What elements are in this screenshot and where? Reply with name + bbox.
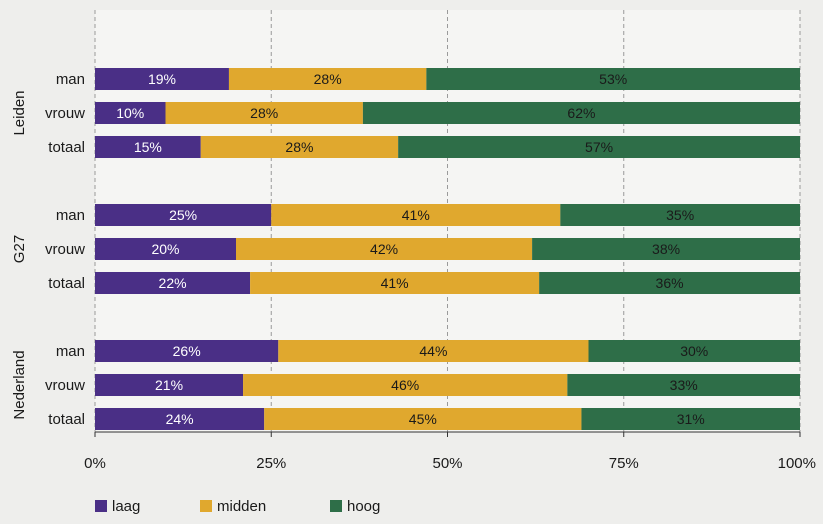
group-label: Leiden [11,90,28,135]
data-label: 19% [148,71,176,87]
bar-segment-midden [250,272,540,294]
bar-segment-midden [271,204,561,226]
legend-swatch-hoog [330,500,342,512]
data-label: 53% [599,71,627,87]
bar-segment-midden [165,102,363,124]
data-label: 42% [370,241,398,257]
bar-segment-midden [264,408,582,430]
data-label: 15% [134,139,162,155]
data-label: 35% [666,207,694,223]
legend-swatch-midden [200,500,212,512]
data-label: 62% [567,105,595,121]
legend-swatch-laag [95,500,107,512]
data-label: 57% [585,139,613,155]
data-label: 41% [381,275,409,291]
data-label: 44% [419,343,447,359]
row-label: man [56,207,85,224]
bar-segment-hoog [560,204,800,226]
row-label: man [56,71,85,88]
row-label: totaal [48,275,85,292]
data-label: 10% [116,105,144,121]
row-label: vrouw [45,377,85,394]
bar-segment-hoog [426,68,800,90]
data-label: 26% [173,343,201,359]
data-label: 21% [155,377,183,393]
data-label: 41% [402,207,430,223]
bar-segment-midden [236,238,533,260]
data-label: 46% [391,377,419,393]
bar-segment-laag [95,374,244,396]
bar-segment-midden [200,136,399,158]
bar-segment-laag [95,136,201,158]
legend-label-laag: laag [112,498,140,515]
data-label: 20% [151,241,179,257]
bar-segment-laag [95,340,279,362]
bar-segment-hoog [362,102,800,124]
bar-segment-hoog [567,374,800,396]
x-tick-label: 100% [778,455,816,472]
data-label: 38% [652,241,680,257]
row-label: vrouw [45,241,85,258]
bar-segment-hoog [588,340,800,362]
bar-segment-hoog [539,272,800,294]
row-label: totaal [48,411,85,428]
x-tick-label: 0% [84,455,106,472]
bar-segment-laag [95,102,166,124]
bar-segment-midden [243,374,568,396]
data-label: 22% [159,275,187,291]
data-label: 45% [409,411,437,427]
legend-label-hoog: hoog [347,498,380,515]
data-label: 36% [656,275,684,291]
bar-segment-hoog [532,238,800,260]
data-label: 24% [166,411,194,427]
bar-segment-laag [95,204,272,226]
bar-segment-hoog [581,408,800,430]
x-tick-label: 50% [432,455,462,472]
group-label: G27 [11,235,28,263]
data-label: 28% [285,139,313,155]
bar-segment-laag [95,238,236,260]
row-label: totaal [48,139,85,156]
x-tick-label: 75% [609,455,639,472]
x-tick-label: 25% [256,455,286,472]
bar-segment-midden [228,68,427,90]
group-label: Nederland [11,350,28,419]
row-label: man [56,343,85,360]
data-label: 28% [314,71,342,87]
legend-label-midden: midden [217,498,266,515]
bar-segment-midden [278,340,589,362]
bar-segment-hoog [398,136,800,158]
data-label: 30% [680,343,708,359]
bar-segment-laag [95,408,265,430]
data-label: 31% [677,411,705,427]
bar-segment-laag [95,272,251,294]
data-label: 28% [250,105,278,121]
bar-segment-laag [95,68,229,90]
data-label: 33% [670,377,698,393]
row-label: vrouw [45,105,85,122]
data-label: 25% [169,207,197,223]
